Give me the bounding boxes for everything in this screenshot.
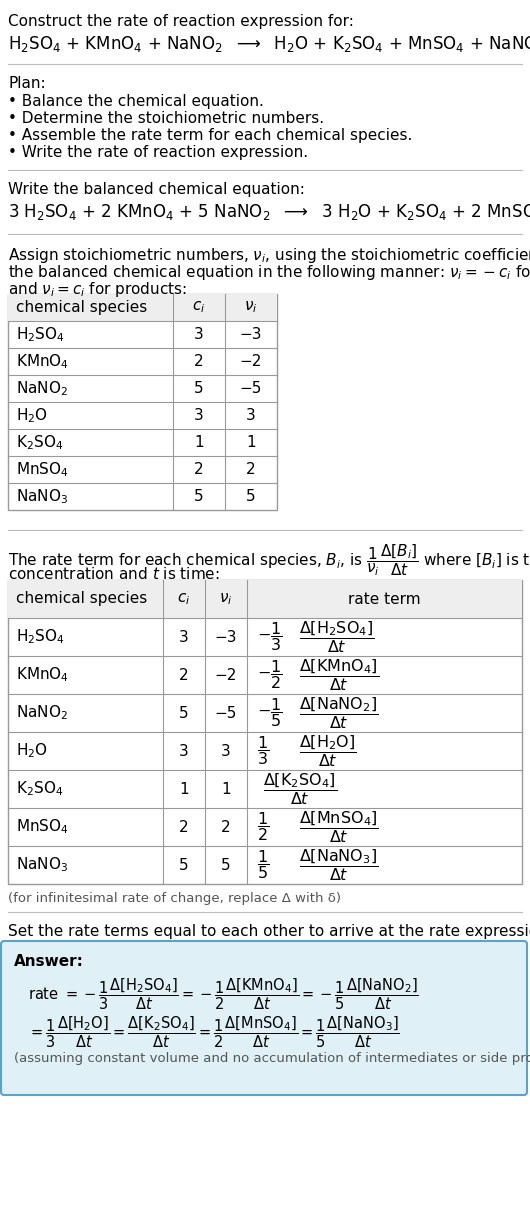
Text: $c_i$: $c_i$ [178,591,191,606]
Text: H$_2$SO$_4$ + KMnO$_4$ + NaNO$_2$  $\longrightarrow$  H$_2$O + K$_2$SO$_4$ + MnS: H$_2$SO$_4$ + KMnO$_4$ + NaNO$_2$ $\long… [8,34,530,54]
Bar [8,294,277,321]
Text: NaNO$_3$: NaNO$_3$ [16,487,68,506]
Text: rate $= -\dfrac{1}{3}\dfrac{\Delta[\mathrm{H_2SO_4}]}{\Delta t}= -\dfrac{1}{2}\d: rate $= -\dfrac{1}{3}\dfrac{\Delta[\math… [28,976,419,1011]
Text: and $\nu_i = c_i$ for products:: and $\nu_i = c_i$ for products: [8,280,187,300]
Text: 2: 2 [194,354,204,368]
Text: 3: 3 [246,408,256,423]
Text: $\dfrac{\Delta[\mathrm{MnSO_4}]}{\Delta t}$: $\dfrac{\Delta[\mathrm{MnSO_4}]}{\Delta … [299,809,379,844]
Text: −2: −2 [215,668,237,683]
Text: $\dfrac{1}{5}$: $\dfrac{1}{5}$ [257,848,269,882]
Text: $\dfrac{\Delta[\mathrm{K_2SO_4}]}{\Delta t}$: $\dfrac{\Delta[\mathrm{K_2SO_4}]}{\Delta… [263,771,337,807]
Text: $\nu_i$: $\nu_i$ [244,300,258,315]
Text: H$_2$SO$_4$: H$_2$SO$_4$ [16,325,65,344]
Text: K$_2$SO$_4$: K$_2$SO$_4$ [16,434,64,452]
Text: $\nu_i$: $\nu_i$ [219,591,233,606]
Bar [8,294,277,510]
Text: −2: −2 [240,354,262,368]
Text: $= \dfrac{1}{3}\dfrac{\Delta[\mathrm{H_2O}]}{\Delta t}= \dfrac{\Delta[\mathrm{K_: $= \dfrac{1}{3}\dfrac{\Delta[\mathrm{H_2… [28,1014,400,1050]
Text: concentration and $t$ is time:: concentration and $t$ is time: [8,567,220,582]
Text: 3 H$_2$SO$_4$ + 2 KMnO$_4$ + 5 NaNO$_2$  $\longrightarrow$  3 H$_2$O + K$_2$SO$_: 3 H$_2$SO$_4$ + 2 KMnO$_4$ + 5 NaNO$_2$ … [8,202,530,222]
Text: $\dfrac{1}{2}$: $\dfrac{1}{2}$ [257,811,269,843]
Text: $\dfrac{\Delta[\mathrm{NaNO_2}]}{\Delta t}$: $\dfrac{\Delta[\mathrm{NaNO_2}]}{\Delta … [299,695,378,731]
Text: 5: 5 [194,381,204,396]
Text: 5: 5 [246,489,256,504]
Text: 5: 5 [179,858,189,872]
Text: KMnO$_4$: KMnO$_4$ [16,666,69,685]
Text: 5: 5 [221,858,231,872]
Text: $\dfrac{\Delta[\mathrm{H_2O}]}{\Delta t}$: $\dfrac{\Delta[\mathrm{H_2O}]}{\Delta t}… [299,733,357,769]
Text: Construct the rate of reaction expression for:: Construct the rate of reaction expressio… [8,14,354,29]
FancyBboxPatch shape [1,941,527,1094]
Text: Plan:: Plan: [8,76,46,91]
Text: 3: 3 [179,743,189,759]
Text: $-\dfrac{1}{3}$: $-\dfrac{1}{3}$ [257,621,282,654]
Bar [8,580,522,884]
Text: 2: 2 [179,819,189,835]
Text: 5: 5 [179,705,189,720]
Text: KMnO$_4$: KMnO$_4$ [16,353,69,371]
Text: H$_2$O: H$_2$O [16,406,48,425]
Text: 3: 3 [179,629,189,645]
Text: −5: −5 [240,381,262,396]
Text: 2: 2 [179,668,189,683]
Text: 3: 3 [194,408,204,423]
Text: H$_2$SO$_4$: H$_2$SO$_4$ [16,628,65,646]
Text: chemical species: chemical species [16,592,147,606]
Text: 3: 3 [194,327,204,342]
Text: $\dfrac{1}{3}$: $\dfrac{1}{3}$ [257,734,269,767]
Text: 2: 2 [246,461,256,477]
Text: $\dfrac{\Delta[\mathrm{H_2SO_4}]}{\Delta t}$: $\dfrac{\Delta[\mathrm{H_2SO_4}]}{\Delta… [299,618,375,655]
Text: 5: 5 [194,489,204,504]
Text: chemical species: chemical species [16,300,147,315]
Text: K$_2$SO$_4$: K$_2$SO$_4$ [16,779,64,798]
Text: Write the balanced chemical equation:: Write the balanced chemical equation: [8,182,305,197]
Text: • Write the rate of reaction expression.: • Write the rate of reaction expression. [8,145,308,159]
Text: rate term: rate term [348,592,421,606]
Text: $-\dfrac{1}{5}$: $-\dfrac{1}{5}$ [257,697,282,730]
Text: 1: 1 [221,782,231,796]
Text: • Balance the chemical equation.: • Balance the chemical equation. [8,94,264,109]
Text: 2: 2 [221,819,231,835]
Text: Set the rate terms equal to each other to arrive at the rate expression:: Set the rate terms equal to each other t… [8,924,530,939]
Text: • Determine the stoichiometric numbers.: • Determine the stoichiometric numbers. [8,111,324,126]
Text: 2: 2 [194,461,204,477]
Text: −3: −3 [215,629,237,645]
Text: NaNO$_3$: NaNO$_3$ [16,855,68,875]
Text: Answer:: Answer: [14,954,84,969]
Text: $c_i$: $c_i$ [192,300,206,315]
Text: −5: −5 [215,705,237,720]
Text: H$_2$O: H$_2$O [16,742,48,760]
Text: Assign stoichiometric numbers, $\nu_i$, using the stoichiometric coefficients, $: Assign stoichiometric numbers, $\nu_i$, … [8,246,530,265]
Text: $\dfrac{\Delta[\mathrm{NaNO_3}]}{\Delta t}$: $\dfrac{\Delta[\mathrm{NaNO_3}]}{\Delta … [299,847,378,883]
Text: • Assemble the rate term for each chemical species.: • Assemble the rate term for each chemic… [8,128,412,143]
Bar [8,580,522,618]
Text: 1: 1 [246,435,256,451]
Text: (assuming constant volume and no accumulation of intermediates or side products): (assuming constant volume and no accumul… [14,1052,530,1065]
Text: (for infinitesimal rate of change, replace Δ with δ): (for infinitesimal rate of change, repla… [8,892,341,905]
Text: NaNO$_2$: NaNO$_2$ [16,379,68,397]
Text: The rate term for each chemical species, $B_i$, is $\dfrac{1}{\nu_i}\dfrac{\Delt: The rate term for each chemical species,… [8,542,530,577]
Text: the balanced chemical equation in the following manner: $\nu_i = -c_i$ for react: the balanced chemical equation in the fo… [8,263,530,281]
Text: −3: −3 [240,327,262,342]
Text: NaNO$_2$: NaNO$_2$ [16,703,68,722]
Text: MnSO$_4$: MnSO$_4$ [16,460,69,478]
Text: $-\dfrac{1}{2}$: $-\dfrac{1}{2}$ [257,658,282,691]
Text: 3: 3 [221,743,231,759]
Text: $\dfrac{\Delta[\mathrm{KMnO_4}]}{\Delta t}$: $\dfrac{\Delta[\mathrm{KMnO_4}]}{\Delta … [299,657,379,693]
Text: 1: 1 [179,782,189,796]
Text: MnSO$_4$: MnSO$_4$ [16,818,69,836]
Text: 1: 1 [194,435,204,451]
